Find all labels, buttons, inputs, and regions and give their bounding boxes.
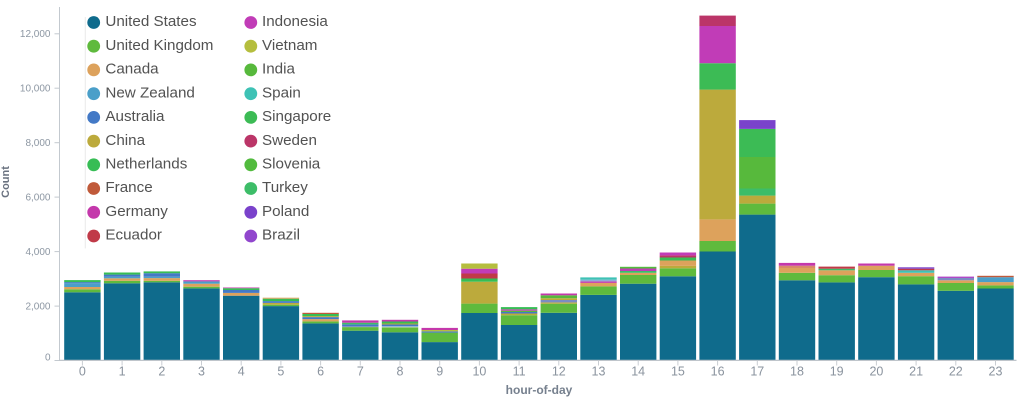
svg-text:France: France	[105, 179, 152, 196]
svg-text:6: 6	[317, 364, 324, 378]
svg-text:Brazil: Brazil	[262, 227, 300, 244]
svg-text:Poland: Poland	[262, 203, 309, 220]
svg-text:19: 19	[830, 364, 844, 378]
svg-text:4: 4	[238, 364, 245, 378]
svg-text:Slovenia: Slovenia	[262, 156, 321, 173]
svg-text:Ecuador: Ecuador	[105, 227, 162, 244]
svg-text:14: 14	[631, 364, 645, 378]
svg-text:Netherlands: Netherlands	[105, 156, 187, 173]
svg-text:22: 22	[949, 364, 963, 378]
svg-text:16: 16	[711, 364, 725, 378]
svg-text:6,000: 6,000	[25, 193, 50, 204]
svg-text:10: 10	[472, 364, 486, 378]
svg-text:5: 5	[277, 364, 284, 378]
svg-text:Turkey: Turkey	[262, 179, 308, 196]
svg-text:Indonesia: Indonesia	[262, 13, 328, 30]
svg-text:20: 20	[869, 364, 883, 378]
svg-text:India: India	[262, 61, 295, 78]
svg-text:Australia: Australia	[105, 108, 165, 125]
svg-text:Vietnam: Vietnam	[262, 37, 317, 54]
svg-text:9: 9	[436, 364, 443, 378]
svg-text:Spain: Spain	[262, 84, 301, 101]
svg-text:Sweden: Sweden	[262, 132, 317, 149]
svg-text:3: 3	[198, 364, 205, 378]
svg-text:7: 7	[357, 364, 364, 378]
svg-text:12: 12	[552, 364, 566, 378]
svg-text:23: 23	[989, 364, 1003, 378]
svg-text:8: 8	[397, 364, 404, 378]
svg-text:12,000: 12,000	[20, 29, 51, 40]
svg-text:hour-of-day: hour-of-day	[506, 383, 573, 397]
svg-text:1: 1	[119, 364, 126, 378]
svg-text:2,000: 2,000	[25, 301, 50, 312]
svg-text:0: 0	[79, 364, 86, 378]
svg-text:8,000: 8,000	[25, 138, 50, 149]
svg-text:17: 17	[750, 364, 764, 378]
svg-text:United States: United States	[105, 13, 197, 30]
svg-text:10,000: 10,000	[20, 84, 51, 95]
svg-text:15: 15	[671, 364, 685, 378]
svg-text:0: 0	[45, 352, 51, 363]
svg-text:Count: Count	[0, 166, 12, 198]
svg-text:United Kingdom: United Kingdom	[105, 37, 213, 54]
svg-text:21: 21	[909, 364, 923, 378]
svg-text:4,000: 4,000	[25, 247, 50, 258]
svg-text:2: 2	[158, 364, 165, 378]
svg-text:Canada: Canada	[105, 61, 159, 78]
svg-text:13: 13	[592, 364, 606, 378]
svg-text:Singapore: Singapore	[262, 108, 331, 125]
svg-text:Germany: Germany	[105, 203, 168, 220]
svg-text:11: 11	[513, 364, 526, 378]
svg-text:China: China	[105, 132, 145, 149]
svg-text:New Zealand: New Zealand	[105, 84, 194, 101]
svg-text:18: 18	[790, 364, 804, 378]
